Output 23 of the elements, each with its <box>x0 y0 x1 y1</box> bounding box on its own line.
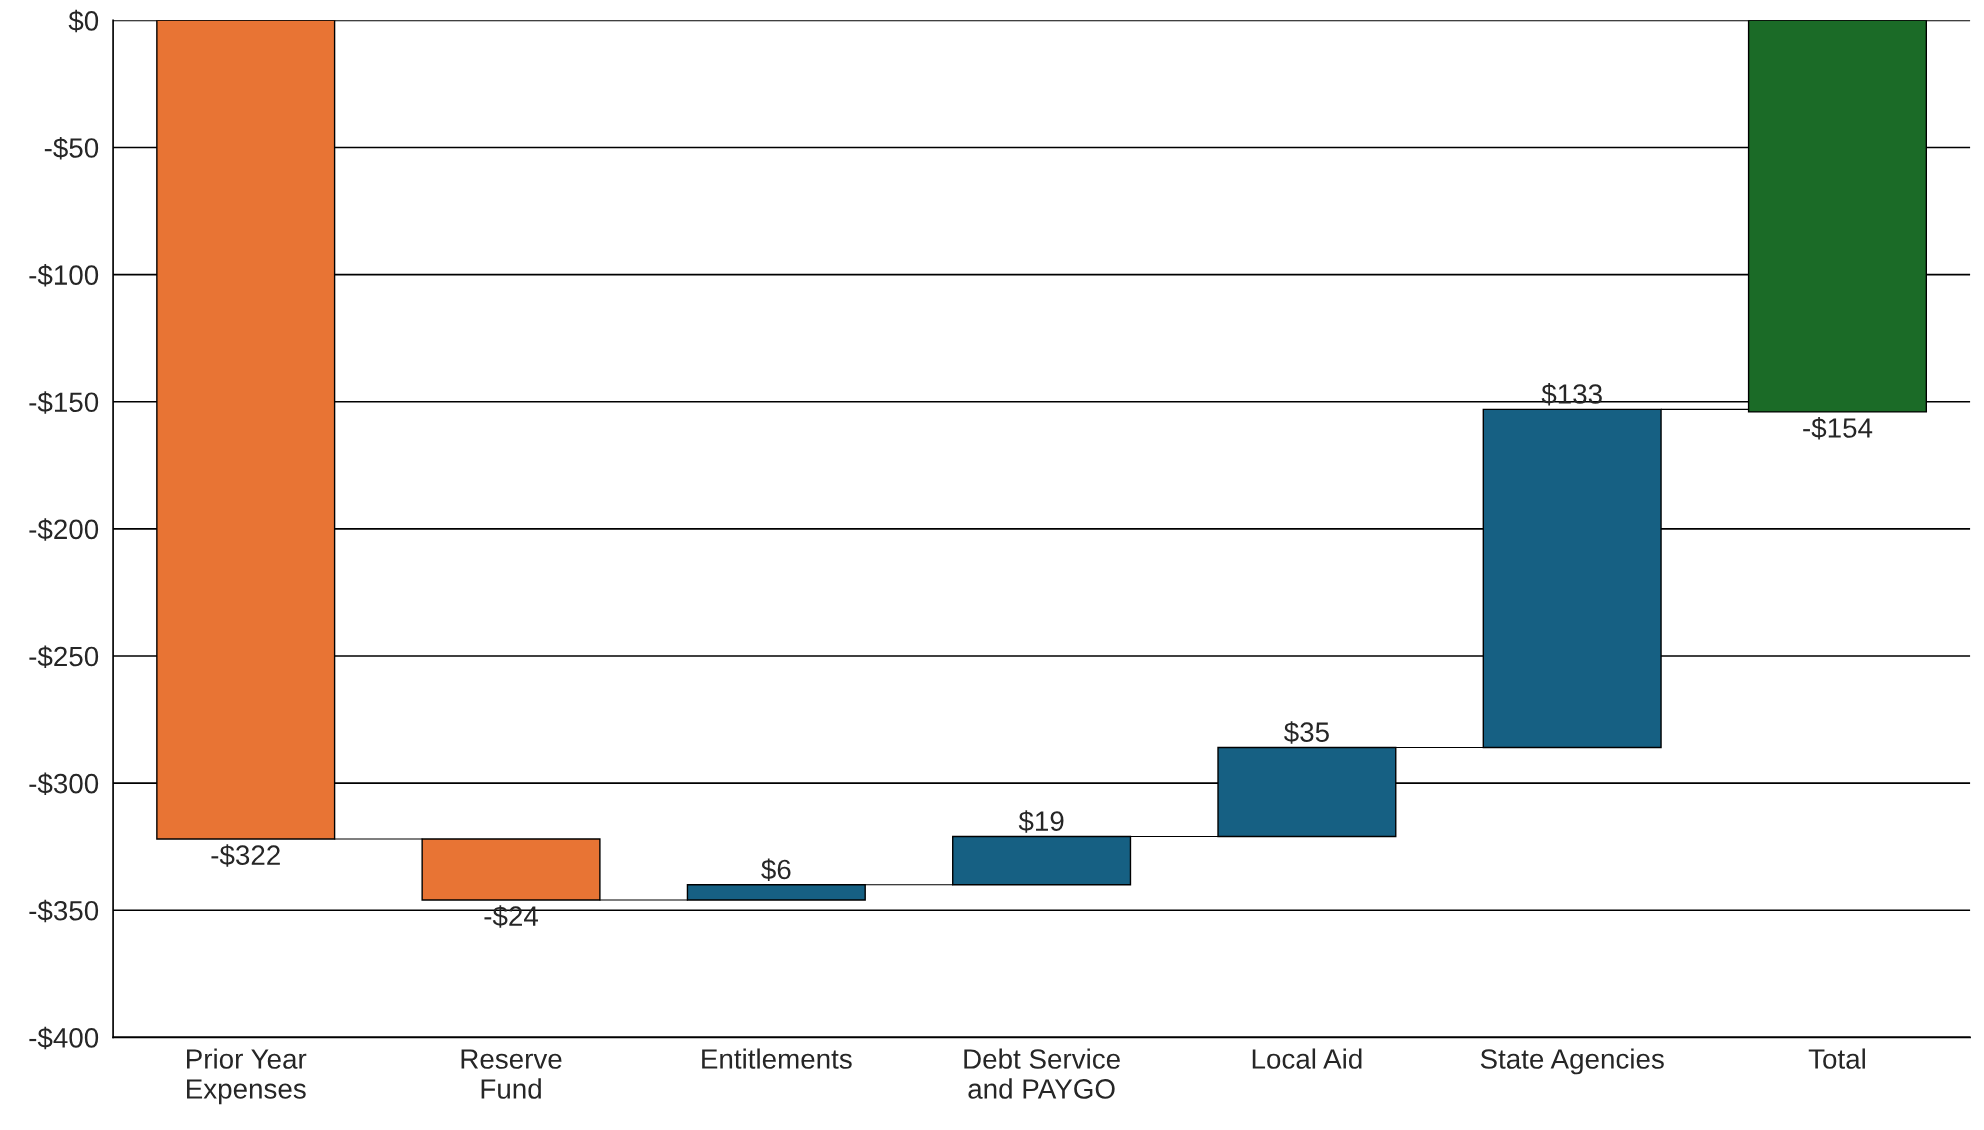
y-tick-label: -$50 <box>44 136 99 160</box>
y-tick-label: -$100 <box>29 264 99 287</box>
x-tick-label: State Agencies <box>1480 1048 1664 1075</box>
x-tick-label: Reserve Fund <box>461 1049 562 1099</box>
data-label: $19 <box>1018 810 1064 833</box>
x-tick-label: Total <box>1808 1048 1865 1069</box>
x-tick-label: Entitlements <box>702 1048 852 1069</box>
y-tick-label: -$400 <box>29 1026 99 1050</box>
data-label: $6 <box>761 858 791 881</box>
x-tick-label: Prior Year Expenses <box>187 1048 307 1105</box>
data-label: -$24 <box>484 905 539 928</box>
y-tick-label: -$350 <box>29 899 99 923</box>
y-tick-label: -$250 <box>29 645 99 668</box>
x-tick-label: Local Aid <box>1252 1048 1362 1069</box>
data-label: -$322 <box>211 844 280 867</box>
x-tick-label: Debt Service and PAYGO <box>964 1048 1120 1099</box>
y-tick-label: $0 <box>68 9 99 33</box>
y-tick-label: -$300 <box>29 772 99 796</box>
data-label: $133 <box>1541 383 1602 406</box>
data-label: -$154 <box>1803 417 1873 440</box>
y-tick-label: -$150 <box>29 391 99 414</box>
data-label: $35 <box>1284 721 1329 744</box>
y-tick-label: -$200 <box>29 518 99 541</box>
